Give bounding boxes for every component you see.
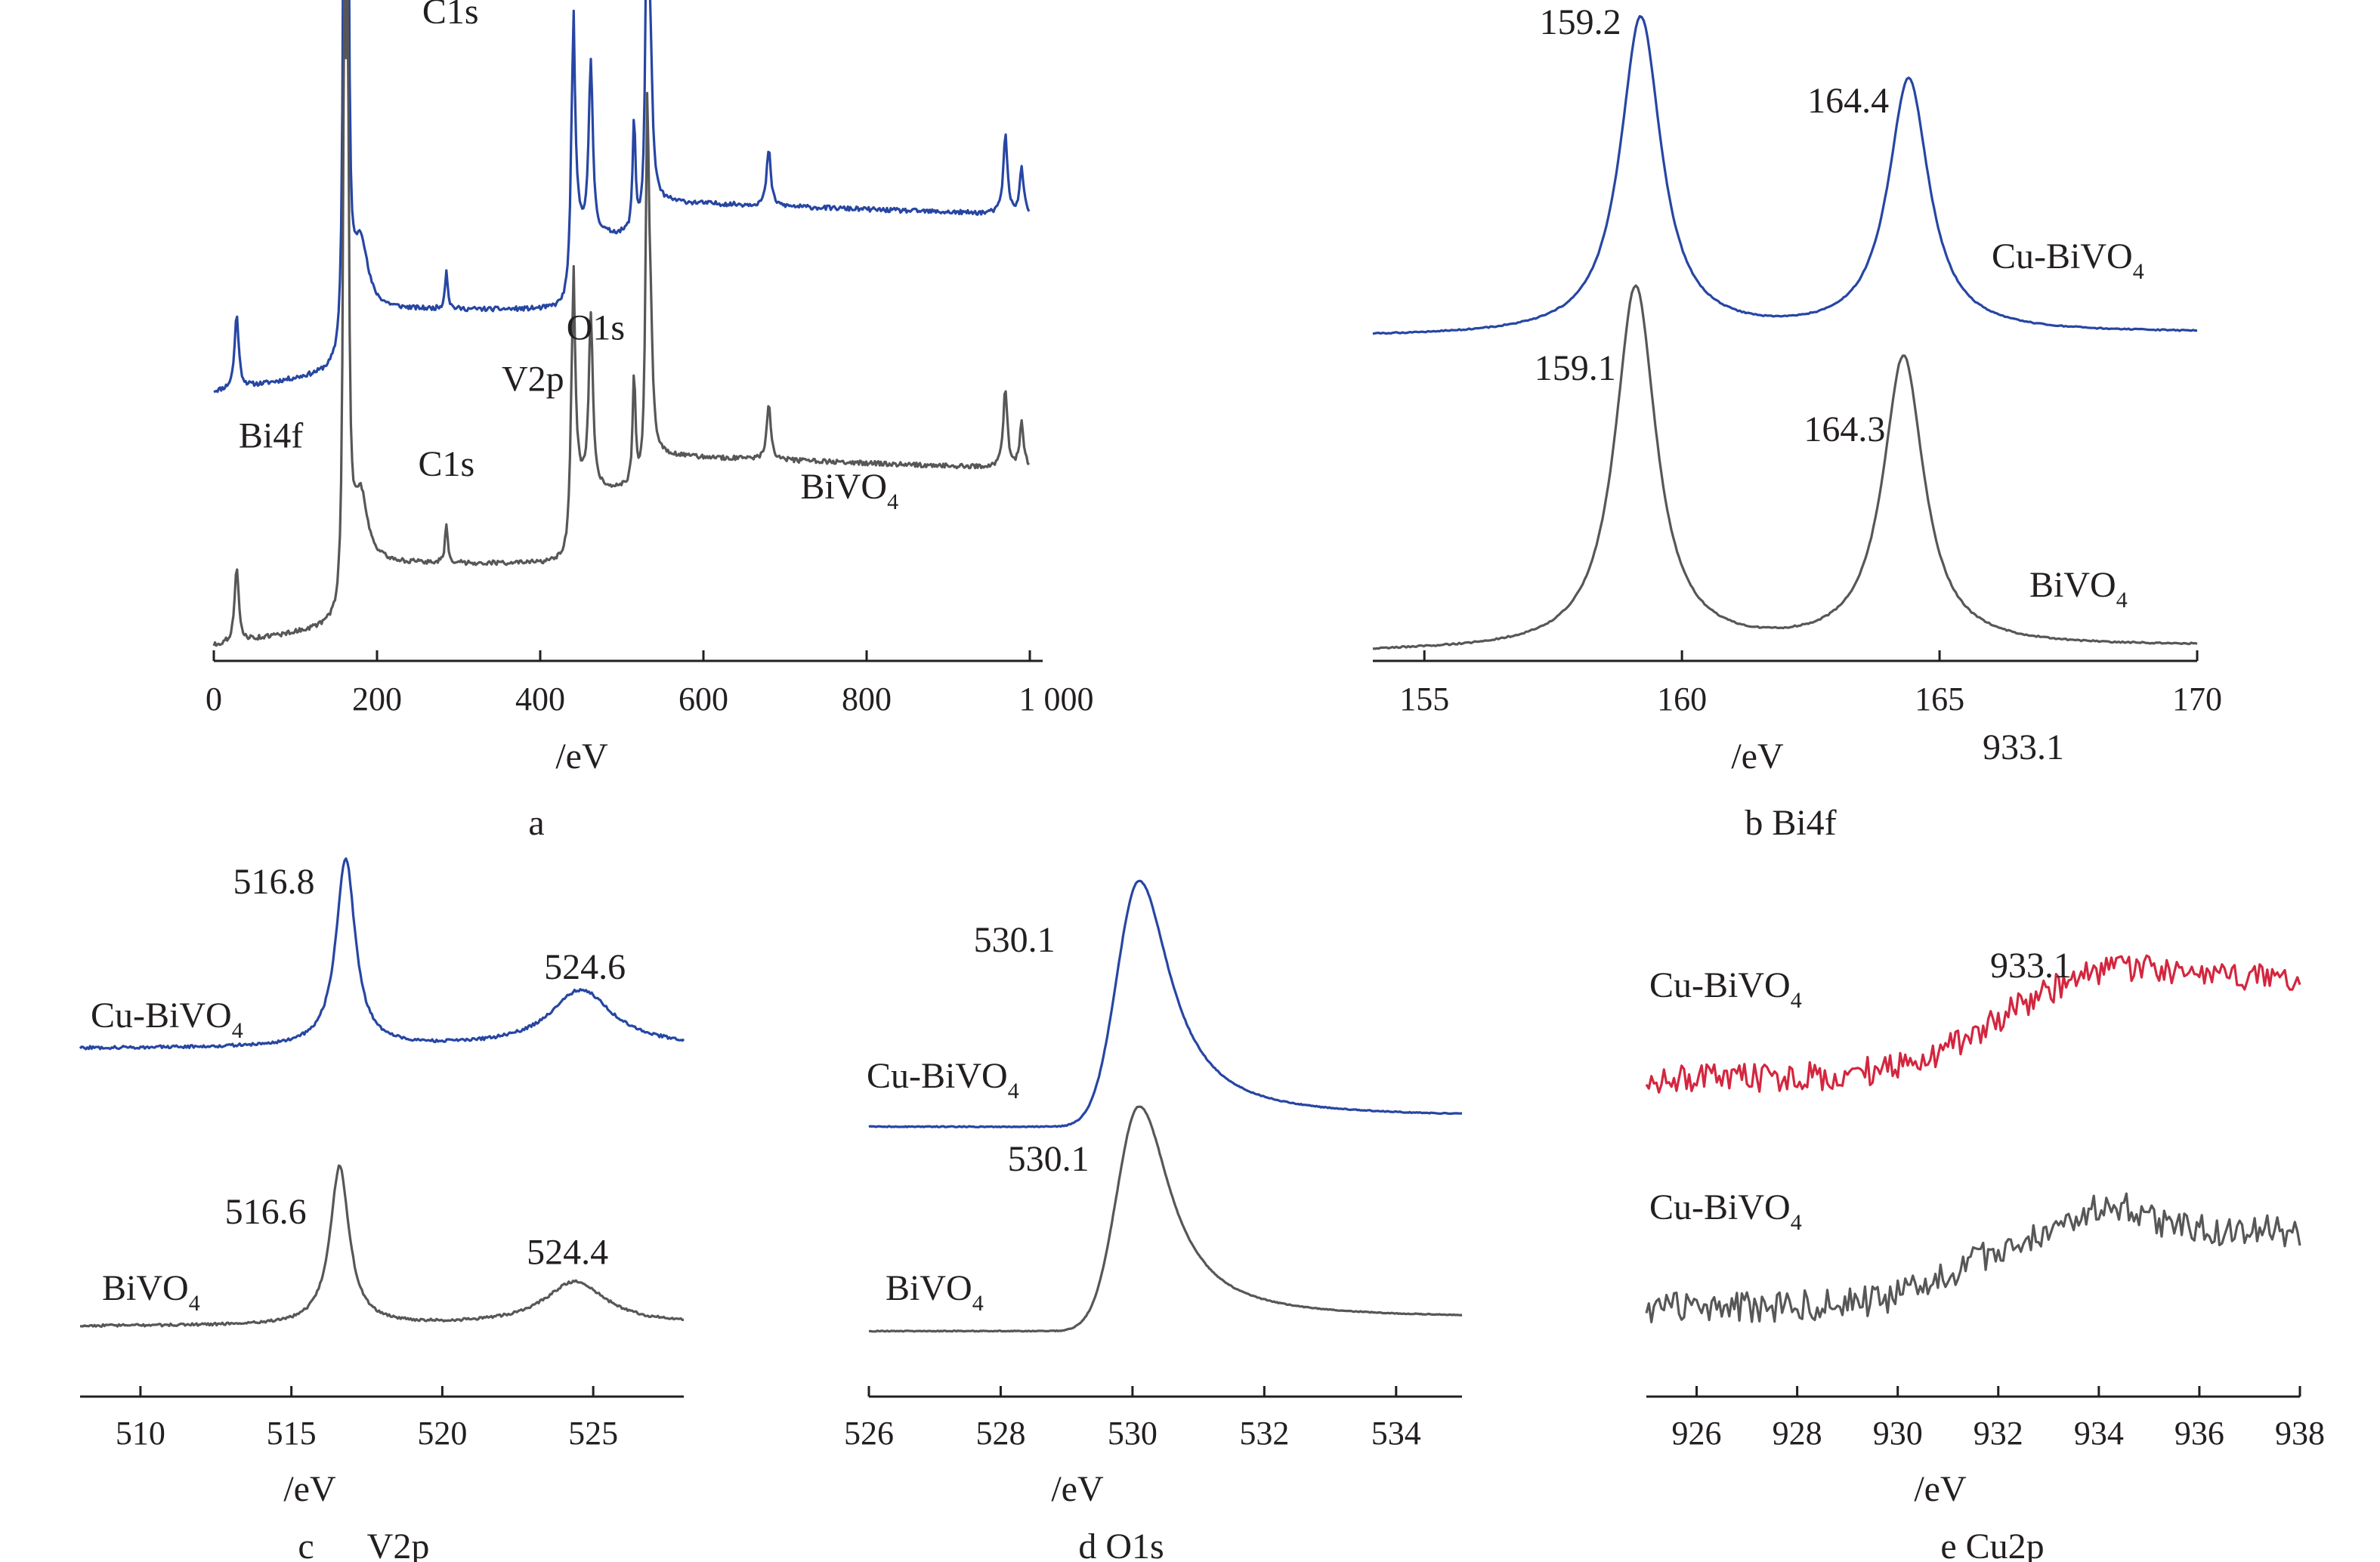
spectrum-0 [1645,954,2301,1094]
spectrum-0 [1372,14,2197,335]
panel-d-spectra [868,879,1463,1333]
peak-label: 530.1 [1008,1139,1090,1179]
series-label: Cu-BiVO4 [1992,236,2144,284]
x-tick-label: 526 [844,1415,894,1452]
x-tick-label: 528 [975,1415,1025,1452]
peak-label: 164.3 [1804,409,1885,449]
x-tick-label: 932 [1974,1415,2023,1452]
series-label: Cu-BiVO4 [91,996,243,1043]
series-label: Cu-BiVO4 [1649,965,1802,1013]
panel-b-spectra [1372,14,2198,650]
x-tick-label: 532 [1239,1415,1289,1452]
peak-label: 933.1 [1990,946,2072,986]
spectrum-1 [868,1105,1463,1333]
panel-c-ticks: 510 515 520 525 [116,1386,618,1452]
series-label: BiVO4 [2029,565,2128,613]
x-tick-label: 530 [1108,1415,1158,1452]
spectrum-0 [868,879,1463,1128]
panel-b-xlabel: /eV [1731,736,1784,776]
panel-b: 155 160 165 170 159.2 164.4 Cu-BiVO4 159.1 164.… [1372,2,2222,843]
peak-label: 524.6 [544,947,626,987]
panel-e-caption: e Cu2p [1940,1526,2044,1562]
peak-label: C1s [418,444,474,484]
panel-c-annotations: 516.8 524.6 Cu-BiVO4 516.6 524.4 BiVO4 [91,862,626,1316]
peak-label: 524.4 [527,1232,608,1272]
panel-c-caption-letter: c [298,1526,314,1562]
panel-e-xlabel: /eV [1914,1469,1967,1509]
panel-a-xlabel: /eV [555,736,608,776]
peak-label: 159.1 [1535,348,1616,388]
panel-d: 526 528 530 532 534 530.1Cu-BiVO4530.1BiVO4 … [844,879,1463,1562]
x-tick-label: 1 000 [1019,681,1094,718]
spectrum-0 [79,857,685,1051]
panel-b-caption: b Bi4f [1745,803,1836,843]
x-tick-label: 160 [1657,681,1707,718]
panel-c-caption-name: V2p [367,1526,430,1562]
x-tick-label: 165 [1915,681,1964,718]
x-tick-label: 525 [568,1415,618,1452]
x-tick-label: 800 [842,681,892,718]
panel-d-ticks: 526 528 530 532 534 [844,1386,1421,1452]
spectrum-1 [79,1164,684,1328]
x-tick-label: 170 [2172,681,2222,718]
series-label: Cu-BiVO4 [1649,1187,1802,1235]
panel-a-ticks: 0 200 400 600 800 1 000 [206,650,1094,718]
panel-a-caption: a [528,803,544,843]
panel-e: 926 928 930 932 934 936 938 933.1Cu-BiVO4933.1… [1645,727,2325,1562]
x-tick-label: 515 [267,1415,317,1452]
x-tick-label: 934 [2074,1415,2124,1452]
peak-label: 159.2 [1540,2,1621,42]
panel-e-ticks: 926 928 930 932 934 936 938 [1672,1386,2325,1452]
panel-e-spectra [1645,954,2301,1323]
survey-spectrum-1 [212,0,1031,647]
peak-label: 530.1 [974,920,1056,960]
peak-label: V2p [502,359,564,399]
series-label: Cu-BiVO4 [867,1056,1019,1104]
peak-label: 933.1 [1983,727,2064,767]
spectrum-1 [1372,284,2198,650]
panel-a-spectra [212,0,1031,647]
peak-label: 516.8 [233,862,315,902]
peak-label: O1s [567,308,625,348]
x-tick-label: 928 [1773,1415,1822,1452]
series-label: BiVO4 [886,1268,984,1316]
peak-label: 164.4 [1807,81,1889,121]
x-tick-label: 200 [352,681,402,718]
peak-label: 516.6 [225,1192,307,1232]
series-label: BiVO4 [102,1268,200,1316]
x-tick-label: 936 [2174,1415,2224,1452]
peak-label: C1s [422,0,479,32]
x-tick-label: 520 [417,1415,467,1452]
panel-c-spectra [79,857,685,1328]
x-tick-label: 0 [206,681,222,718]
x-tick-label: 155 [1399,681,1449,718]
spectrum-1 [1645,1192,2301,1323]
x-tick-label: 930 [1873,1415,1923,1452]
panel-d-xlabel: /eV [1051,1469,1104,1509]
panel-b-annotations: 159.2 164.4 Cu-BiVO4 159.1 164.3 BiVO4 [1535,2,2144,613]
panel-c: 510 515 520 525 516.8 524.6 Cu-BiVO4 516.6 524.… [79,857,685,1562]
panel-a-annotations: Bi4fC1sV2pO1sCu2pBi4fC1sV2pO1sCu-BiVO4Bi… [239,0,898,514]
x-tick-label: 938 [2275,1415,2325,1452]
panel-d-annotations: 530.1 Cu-BiVO4 530.1 BiVO4 [867,920,1090,1316]
x-tick-label: 534 [1371,1415,1421,1452]
x-tick-label: 400 [515,681,565,718]
panel-e-annotations: 933.1 Cu-BiVO4 933.1 Cu-BiVO4 [1649,727,2072,1235]
x-tick-label: 600 [678,681,728,718]
survey-spectrum-0 [213,0,1031,394]
x-tick-label: 926 [1672,1415,1722,1452]
panel-c-xlabel: /eV [283,1469,336,1509]
x-tick-label: 510 [116,1415,165,1452]
series-label: BiVO4 [800,467,898,514]
panel-d-caption: d O1s [1078,1526,1164,1562]
panel-b-ticks: 155 160 165 170 [1399,650,2222,718]
peak-label: Bi4f [239,415,303,455]
